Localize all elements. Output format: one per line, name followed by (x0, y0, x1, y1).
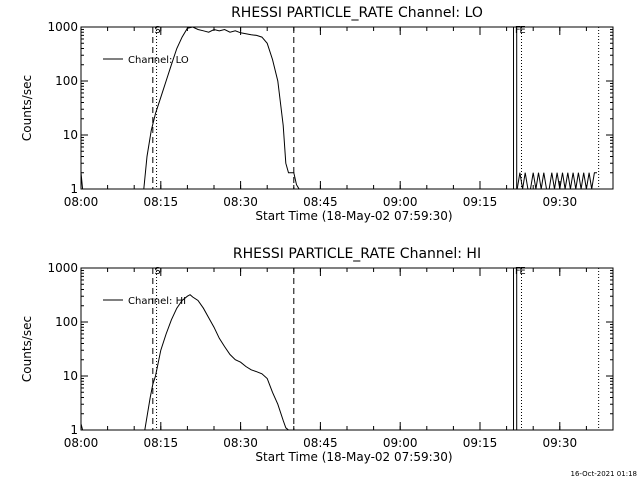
x-tick-label: 08:15 (144, 436, 179, 450)
y-tick-label: 1 (70, 182, 78, 196)
x-tick-label: 09:30 (543, 195, 578, 209)
y-axis-label: Counts/sec (20, 316, 34, 382)
x-tick-label: 08:45 (303, 436, 338, 450)
event-marker-label: F (515, 25, 521, 36)
x-tick-label: 08:30 (223, 436, 258, 450)
y-tick-label: 1000 (47, 20, 78, 34)
legend-label: Channel: LO (128, 55, 189, 66)
event-marker-label: S (154, 25, 160, 36)
x-tick-label: 09:30 (543, 436, 578, 450)
x-tick-label: 09:15 (463, 436, 498, 450)
x-axis-label: Start Time (18-May-02 07:59:30) (255, 209, 452, 223)
series-line-0 (80, 294, 289, 431)
y-tick-label: 10 (63, 128, 78, 142)
y-tick-label: 1000 (47, 261, 78, 275)
legend-label: Channel: HI (128, 296, 186, 307)
event-marker-label: E (519, 266, 525, 277)
event-marker-label: E (519, 25, 525, 36)
x-tick-label: 08:30 (223, 195, 258, 209)
y-tick-label: 10 (63, 369, 78, 383)
event-marker-label: F (515, 266, 521, 277)
x-tick-label: 08:45 (303, 195, 338, 209)
event-marker-label: S (154, 266, 160, 277)
x-tick-label: 08:00 (64, 195, 99, 209)
y-tick-label: 100 (55, 315, 78, 329)
footer-timestamp: 16-Oct-2021 01:18 (571, 470, 637, 478)
y-axis-label: Counts/sec (20, 75, 34, 141)
chart-title: RHESSI PARTICLE_RATE Channel: HI (233, 246, 481, 262)
plot-frame (80, 26, 614, 190)
x-tick-label: 09:00 (383, 436, 418, 450)
x-tick-label: 08:15 (144, 195, 179, 209)
x-tick-label: 09:00 (383, 195, 418, 209)
y-tick-label: 100 (55, 74, 78, 88)
panel-lo: RHESSI PARTICLE_RATE Channel: LO 1 10 100 10… (20, 5, 614, 223)
panel-hi: RHESSI PARTICLE_RATE Channel: HI 1 10 100 10… (20, 246, 614, 464)
series-line-0 (80, 26, 597, 190)
x-tick-label: 09:15 (463, 195, 498, 209)
y-tick-label: 1 (70, 423, 78, 437)
x-tick-label: 08:00 (64, 436, 99, 450)
chart-title: RHESSI PARTICLE_RATE Channel: LO (231, 5, 483, 21)
x-axis-label: Start Time (18-May-02 07:59:30) (255, 450, 452, 464)
